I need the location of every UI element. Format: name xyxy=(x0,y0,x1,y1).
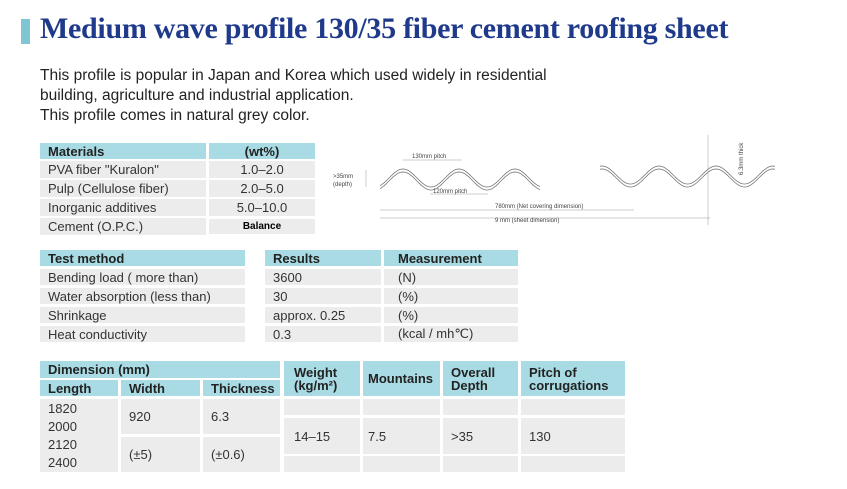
sheet-dimension-label: 9 mm (sheet dimension) xyxy=(495,218,559,224)
pitch-top-label: 130mm pitch xyxy=(412,154,446,160)
header-pitch: Pitch of corrugations xyxy=(521,361,625,396)
intro-line: This profile comes in natural grey color… xyxy=(40,107,310,124)
material-wt: 5.0–10.0 xyxy=(209,199,315,216)
wave-right xyxy=(599,165,776,188)
material-wt: Balance xyxy=(209,219,315,234)
depth-value: >35 xyxy=(443,418,518,454)
intro-line: building, agriculture and industrial app… xyxy=(40,87,354,104)
empty-cell xyxy=(363,456,440,472)
empty-cell xyxy=(284,456,360,472)
header-dimension: Dimension (mm) xyxy=(40,361,280,378)
header-pitch-line: corrugations xyxy=(529,377,609,393)
test-measurement: (N) xyxy=(384,269,518,285)
header-pitch-line: Pitch of xyxy=(529,364,577,380)
material-name: Pulp (Cellulose fiber) xyxy=(40,180,206,197)
test-method: Water absorption (less than) xyxy=(40,288,245,304)
test-method: Heat conductivity xyxy=(40,326,245,342)
test-measurement: (%) xyxy=(384,288,518,304)
header-thickness: Thickness xyxy=(203,380,280,396)
material-wt: 2.0–5.0 xyxy=(209,180,315,197)
header-materials: Materials xyxy=(40,143,206,159)
test-result: approx. 0.25 xyxy=(265,307,381,323)
empty-cell xyxy=(521,399,625,415)
header-mountains: Mountains xyxy=(363,361,440,396)
empty-cell xyxy=(363,399,440,415)
length-value: 2400 xyxy=(48,455,77,471)
material-wt: 1.0–2.0 xyxy=(209,161,315,178)
empty-cell xyxy=(521,456,625,472)
pitch-value: 130 xyxy=(521,418,625,454)
thickness-tolerance: (±0.6) xyxy=(203,437,280,472)
weight-value: 14–15 xyxy=(284,418,360,454)
test-result: 3600 xyxy=(265,269,381,285)
header-measurement: Measurement xyxy=(384,250,518,266)
header-depth-line: Overall xyxy=(451,364,496,380)
profile-diagram: 130mm pitch >35mm (depth) 120mm pitch 78… xyxy=(333,135,776,225)
material-name: Cement (O.P.C.) xyxy=(40,218,206,235)
width-tolerance: (±5) xyxy=(121,437,200,472)
intro-line: This profile is popular in Japan and Kor… xyxy=(40,67,547,84)
title-accent-bar xyxy=(21,19,30,44)
empty-cell xyxy=(284,399,360,415)
thickness-label: 6.3mm thick xyxy=(739,142,745,175)
header-weight-line: Weight xyxy=(294,364,338,380)
length-value: 2000 xyxy=(48,418,77,434)
header-weight-unit: (kg/m²) xyxy=(294,377,338,393)
length-column: 1820 2000 2120 2400 xyxy=(40,399,118,472)
thickness-value: 6.3 xyxy=(203,399,280,434)
test-method: Bending load ( more than) xyxy=(40,269,245,285)
test-measurement: (kcal / mh℃) xyxy=(384,326,518,342)
header-length: Length xyxy=(40,380,118,396)
length-value: 1820 xyxy=(48,400,77,416)
test-measurement: (%) xyxy=(384,307,518,323)
header-overall-depth: Overall Depth xyxy=(443,361,518,396)
page-title: Medium wave profile 130/35 fiber cement … xyxy=(40,12,729,45)
intro-text: This profile is popular in Japan and Kor… xyxy=(40,66,547,126)
empty-cell xyxy=(443,399,518,415)
pitch-bottom-label: 120mm pitch xyxy=(433,189,467,195)
mountains-value: 7.5 xyxy=(363,418,440,454)
depth-label-2: (depth) xyxy=(333,182,352,188)
header-results: Results xyxy=(265,250,381,266)
test-result: 0.3 xyxy=(265,326,381,342)
header-depth-line: Depth xyxy=(451,377,488,393)
test-method: Shrinkage xyxy=(40,307,245,323)
material-name: PVA fiber "Kuralon" xyxy=(40,161,206,178)
width-value: 920 xyxy=(121,399,200,434)
header-wt: (wt%) xyxy=(209,143,315,159)
header-weight: Weight (kg/m²) xyxy=(284,361,360,396)
material-name: Inorganic additives xyxy=(40,199,206,216)
wave-left xyxy=(379,168,541,191)
depth-label: >35mm xyxy=(333,174,353,180)
net-covering-label: 780mm (Net covering dimension) xyxy=(495,204,583,210)
length-value: 2120 xyxy=(48,437,77,453)
header-test-method: Test method xyxy=(40,250,245,266)
test-result: 30 xyxy=(265,288,381,304)
header-width: Width xyxy=(121,380,200,396)
empty-cell xyxy=(443,456,518,472)
